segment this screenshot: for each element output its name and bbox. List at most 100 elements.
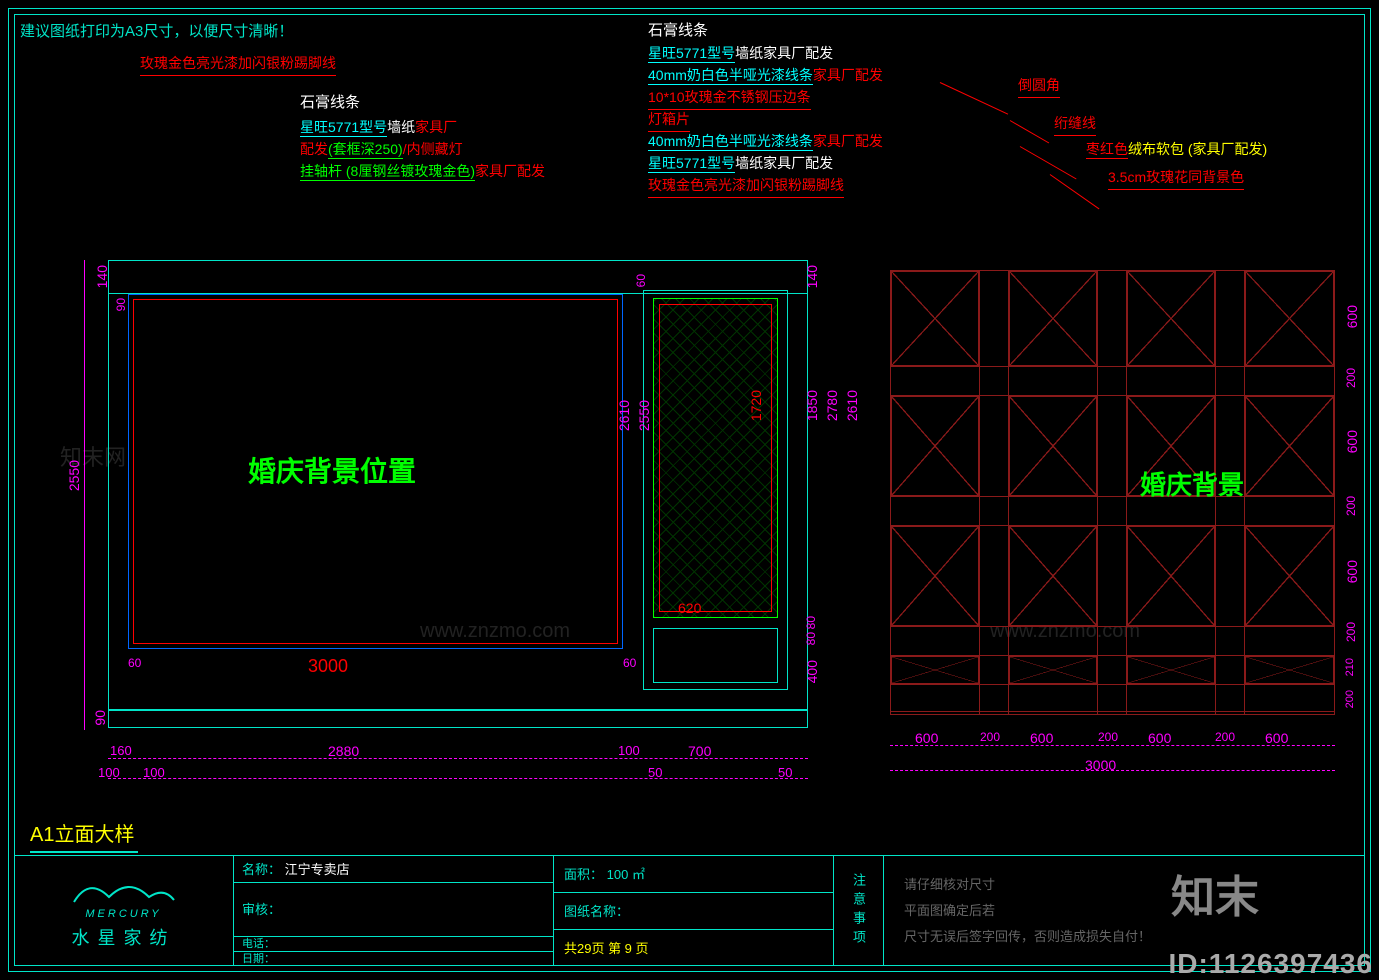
brand-watermark: 知末 [1171, 861, 1259, 925]
brand-en: MERCURY [85, 908, 161, 920]
dim: 700 [688, 743, 711, 759]
dim: 600 [915, 730, 938, 746]
dim: 200 [1344, 690, 1356, 708]
dim: 90 [114, 298, 128, 311]
anno-skirting: 玫瑰金色亮光漆加闪银粉踢脚线 [140, 52, 336, 76]
anno-text: 星旺5771型号 [648, 155, 735, 173]
anno-plaster-title: 石膏线条 [300, 92, 360, 114]
dim: 2880 [328, 743, 359, 759]
dim: 60 [634, 274, 648, 287]
anno-text: 40mm奶白色半哑光漆线条 [648, 67, 813, 85]
dim: 200 [1215, 730, 1235, 744]
dim: 2610 [616, 400, 632, 431]
field-date: 日期： [234, 952, 553, 967]
dim: 200 [1344, 368, 1358, 388]
anno-row: 挂轴杆 (8厘钢丝镀玫瑰金色)家具厂配发 [300, 160, 545, 182]
label: 名称： [242, 862, 281, 877]
dim: 2550 [66, 460, 82, 491]
anno-text: 墙纸家具厂配发 [735, 45, 833, 61]
dim: 50 [778, 765, 792, 780]
band-h [891, 626, 1334, 656]
anno-row: 40mm奶白色半哑光漆线条家具厂配发 [648, 130, 883, 152]
band-h [891, 366, 1334, 396]
field-pages: 共29页 第 9 页 [554, 930, 833, 967]
anno-soft: 枣红色绒布软包 (家具厂配发) [1086, 138, 1267, 160]
base-line [108, 710, 808, 728]
fields-cell: 名称： 江宁专卖店 审核： 电话： 日期： [234, 856, 554, 966]
dim: 100 [143, 765, 165, 780]
resource-id: ID:1126397436 [1168, 948, 1373, 980]
left-main-label: 婚庆背景位置 [248, 450, 416, 490]
anno-text: (套框深250) [328, 141, 403, 159]
anno-text: 配发 [300, 141, 328, 157]
cell [1009, 396, 1097, 496]
dim: 2610 [844, 390, 860, 421]
label: 面积： [564, 867, 603, 882]
field-review: 审核： [234, 883, 553, 937]
dim: 600 [1148, 730, 1171, 746]
cell [1009, 271, 1097, 366]
note-label-cell: 注意事项 [834, 856, 884, 966]
cell [1245, 656, 1334, 684]
dim: 3000 [308, 656, 348, 677]
anno-text: 星旺5771型号 [300, 119, 387, 137]
anno-text: 星旺5771型号 [648, 45, 735, 63]
anno-text: 家具厂配发 [813, 133, 883, 149]
anno-text: 墙纸家具厂配发 [735, 155, 833, 171]
soft-outline [890, 270, 1335, 715]
dim: 600 [1030, 730, 1053, 746]
anno-text: 家具厂 [415, 119, 457, 135]
mercury-logo-icon [64, 872, 184, 912]
dim: 3000 [1085, 757, 1116, 773]
dim: 600 [1344, 305, 1360, 328]
logo-cell: MERCURY 水星家纺 [14, 856, 234, 966]
dim: 100 [618, 743, 640, 758]
side-panel-lower [653, 628, 778, 683]
dim: 1720 [748, 390, 764, 421]
note-line: 尺寸无误后签字回传，否则造成损失自付！ [904, 924, 1345, 950]
dim: 160 [110, 743, 132, 758]
anno-text: 40mm奶白色半哑光漆线条 [648, 133, 813, 151]
lattice-insert [653, 298, 778, 618]
anno-text: 家具厂配发 [475, 163, 545, 179]
dim: 200 [1098, 730, 1118, 744]
anno-stitch: 绗缝线 [1054, 112, 1096, 136]
dim: 600 [1344, 430, 1360, 453]
dim: 620 [678, 600, 701, 616]
cell [1009, 656, 1097, 684]
value: 100 ㎡ [607, 867, 645, 882]
dim: 90 [92, 710, 108, 726]
dim: 2550 [636, 400, 652, 431]
dim: 80 [804, 616, 818, 629]
anno-row: 40mm奶白色半哑光漆线条家具厂配发 [648, 64, 883, 86]
anno-text: 墙纸 [387, 119, 415, 135]
band-h [891, 496, 1334, 526]
right-main-label: 婚庆背景 [1140, 465, 1244, 502]
cell [1009, 526, 1097, 626]
cornice [108, 260, 808, 294]
dim: 210 [1344, 658, 1356, 676]
note-line: 平面图确定后若 [904, 898, 1345, 924]
anno-text: 挂轴杆 (8厘钢丝镀玫瑰金色) [300, 163, 475, 181]
anno-rose: 3.5cm玫瑰花同背景色 [1108, 166, 1244, 190]
cell [1245, 396, 1334, 496]
field-drawing: 图纸名称： [554, 893, 833, 930]
cell [1127, 271, 1215, 366]
dim: 50 [648, 765, 662, 780]
dim: 140 [94, 265, 110, 288]
anno-row: 星旺5771型号墙纸家具厂配发 [648, 152, 833, 174]
anno-plaster-title-2: 石膏线条 [648, 20, 708, 42]
dim: 60 [128, 656, 141, 670]
dim: 100 [98, 765, 120, 780]
anno-text: 绒布软包 (家具厂配发) [1128, 141, 1267, 157]
dim: 400 [804, 660, 820, 683]
title-block: MERCURY 水星家纺 名称： 江宁专卖店 审核： 电话： 日期： 面积： 1… [14, 855, 1365, 966]
left-elevation: 婚庆背景位置 2550 140 90 90 2610 2550 60 1720 … [48, 260, 808, 760]
brand-cn: 水星家纺 [72, 924, 176, 950]
dim: 200 [1344, 622, 1358, 642]
dim: 600 [1265, 730, 1288, 746]
anno-row: 灯箱片 [648, 108, 690, 132]
dim: 80 [804, 632, 818, 645]
cell [891, 656, 979, 684]
cell [891, 526, 979, 626]
